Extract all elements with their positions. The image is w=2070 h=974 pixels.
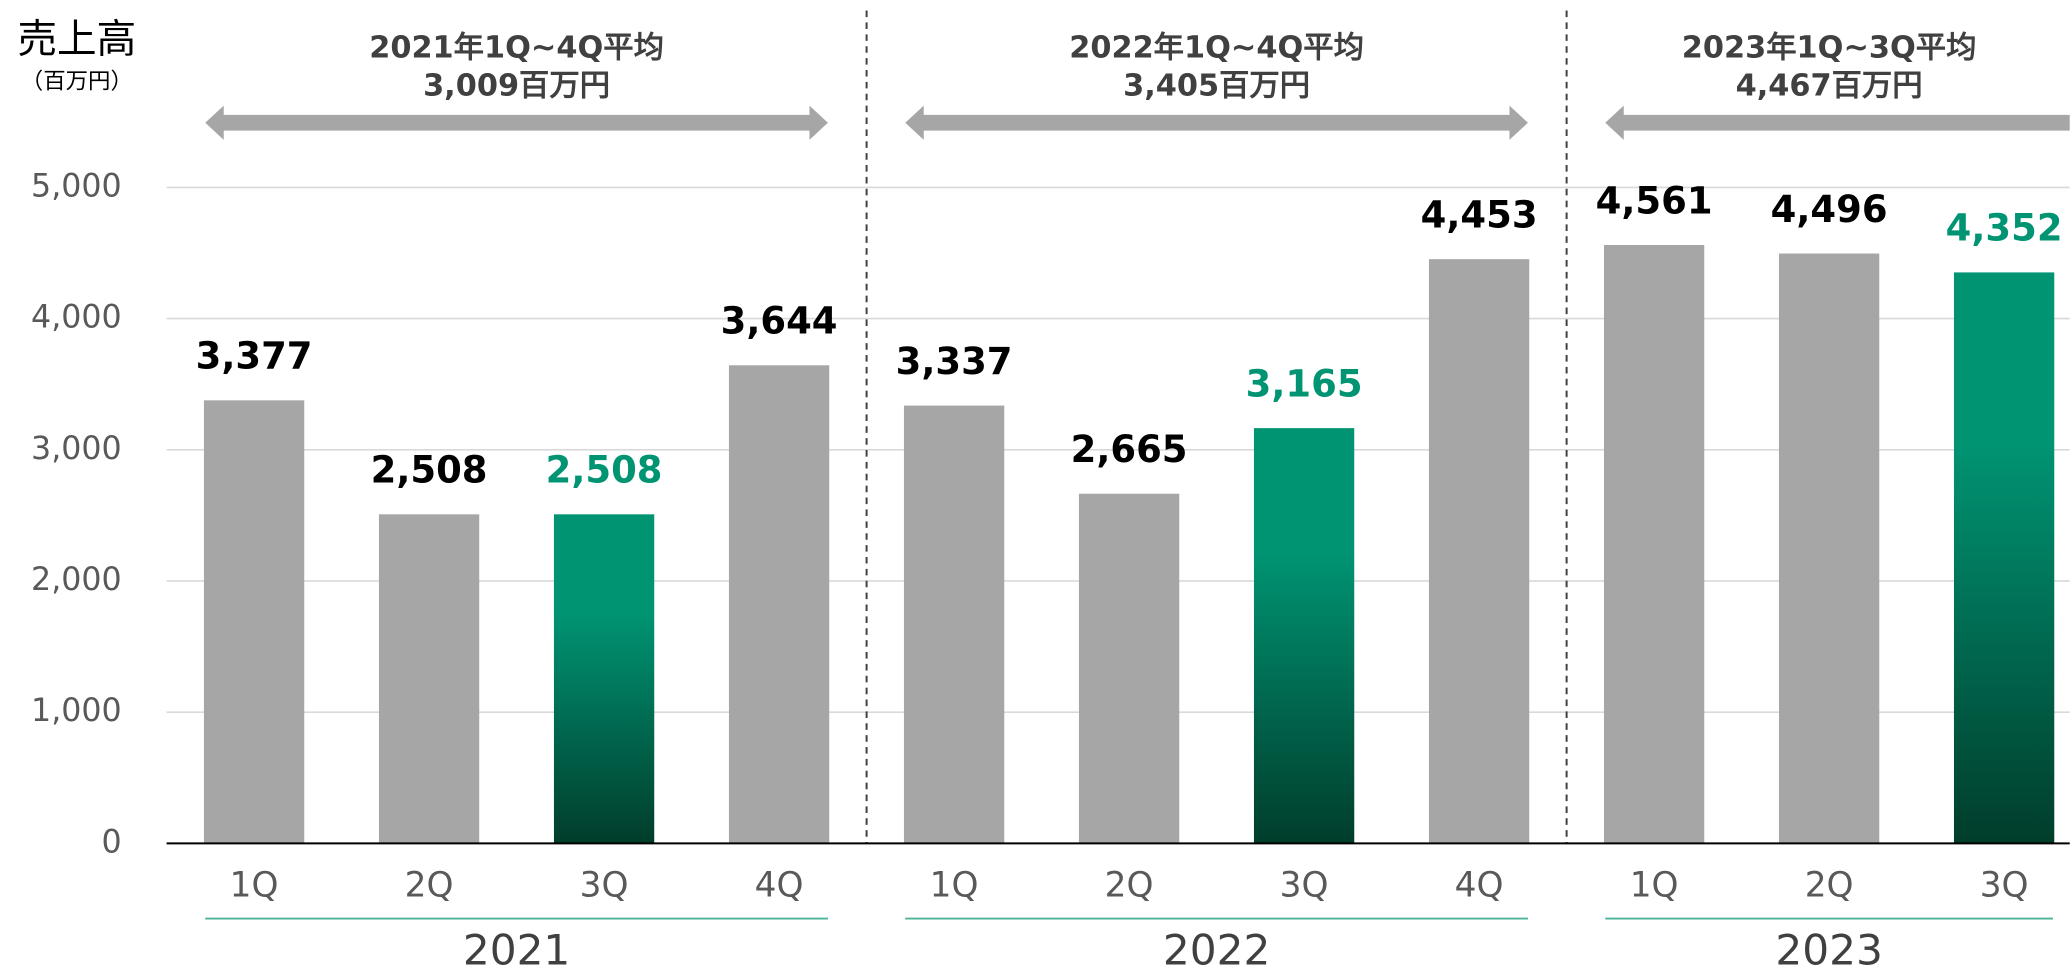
range-arrow: [1605, 105, 2070, 140]
x-tick-label: 1Q: [930, 865, 979, 905]
axis-title: 売上高: [17, 17, 136, 63]
bar: [1603, 245, 1705, 844]
annotation: 2021年1Q~4Q平均: [369, 30, 664, 65]
bar: [378, 514, 480, 844]
bar: [1253, 428, 1355, 844]
value-label: 2,665: [1071, 428, 1188, 471]
annotation: 4,467百万円: [1736, 69, 1923, 104]
bar: [728, 365, 830, 844]
value-label: 3,644: [721, 300, 838, 343]
y-tick-label: 2,000: [31, 562, 122, 598]
x-tick-label: 2Q: [1805, 865, 1854, 905]
value-label: 2,508: [546, 449, 663, 492]
y-tick-label: 5,000: [31, 168, 122, 204]
x-tick-label: 1Q: [1630, 865, 1679, 905]
bar: [1778, 253, 1880, 844]
annotation: 3,009百万円: [423, 69, 610, 104]
annotation: 2023年1Q~3Q平均: [1682, 30, 1977, 65]
y-tick-label: 3,000: [31, 431, 122, 467]
value-label: 3,377: [196, 335, 313, 378]
value-label: 3,165: [1246, 362, 1363, 405]
value-label: 4,561: [1596, 179, 1713, 222]
bar: [1428, 259, 1530, 844]
x-tick-label: 3Q: [1980, 865, 2029, 905]
value-label: 2,508: [371, 449, 488, 492]
x-tick-label: 3Q: [580, 865, 629, 905]
y-tick-label: 0: [102, 824, 122, 860]
x-tick-label: 4Q: [755, 865, 804, 905]
range-arrow: [905, 105, 1528, 140]
x-tick-label: 4Q: [1455, 865, 1504, 905]
bar: [1078, 493, 1180, 844]
value-label: 4,352: [1946, 207, 2063, 250]
value-label: 4,496: [1771, 188, 1888, 231]
annotation: 2022年1Q~4Q平均: [1069, 30, 1364, 65]
bar: [553, 514, 655, 844]
y-tick-label: 4,000: [31, 300, 122, 336]
x-tick-label: 3Q: [1280, 865, 1329, 905]
annotation: 3,405百万円: [1123, 69, 1310, 104]
y-tick-label: 1,000: [31, 693, 122, 729]
group-label: 2021: [463, 925, 570, 974]
bar: [203, 400, 305, 844]
bar: [903, 405, 1005, 844]
bar: [1953, 272, 2055, 844]
group-label: 2022: [1163, 925, 1270, 974]
x-tick-label: 1Q: [230, 865, 279, 905]
value-label: 4,453: [1421, 193, 1538, 236]
range-arrow: [205, 105, 828, 140]
value-label: 3,337: [896, 340, 1013, 383]
x-tick-label: 2Q: [1105, 865, 1154, 905]
group-label: 2023: [1775, 925, 1882, 974]
x-tick-label: 2Q: [405, 865, 454, 905]
axis-unit: （百万円）: [21, 68, 133, 94]
